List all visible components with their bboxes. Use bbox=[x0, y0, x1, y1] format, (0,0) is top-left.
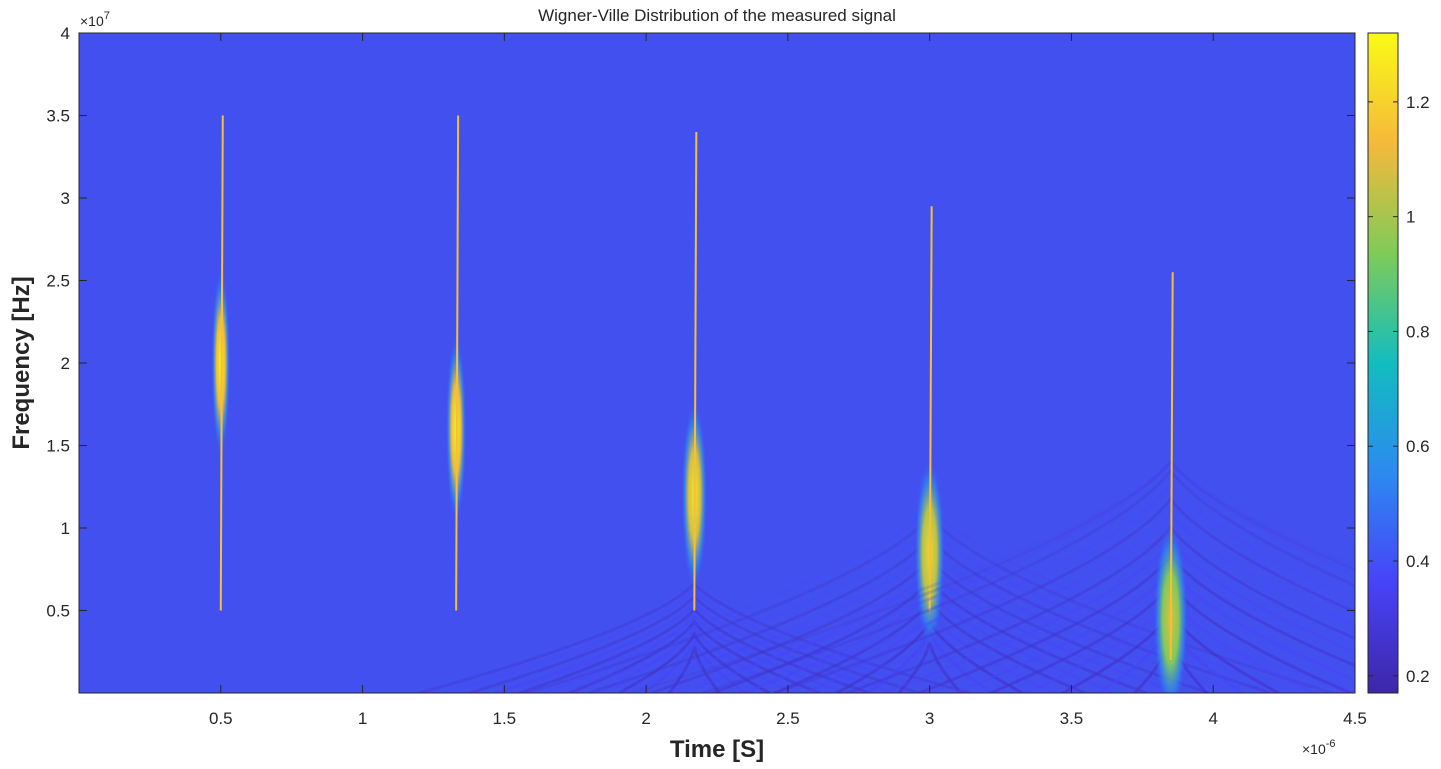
fringe-arc bbox=[630, 459, 1355, 693]
x-tick-label: 1.5 bbox=[493, 709, 517, 728]
colorbar-gradient bbox=[1367, 32, 1399, 694]
x-axis-exponent: ×10-6 bbox=[1302, 738, 1336, 757]
y-tick-label: 1.5 bbox=[46, 437, 70, 456]
x-tick-label: 0.5 bbox=[209, 709, 233, 728]
instantaneous-frequency-ridge bbox=[455, 115, 460, 611]
y-tick-label: 2.5 bbox=[46, 272, 70, 291]
x-axis-label: Time [S] bbox=[670, 736, 764, 763]
colorbar-tick-label: 0.4 bbox=[1406, 552, 1430, 571]
colorbar-tick-label: 0.2 bbox=[1406, 667, 1430, 686]
x-tick-label: 1 bbox=[358, 709, 367, 728]
fringe-arc bbox=[666, 459, 1355, 693]
x-exponent-power: -6 bbox=[1326, 738, 1336, 750]
pulse-2 bbox=[445, 115, 467, 611]
x-tick-label: 4.5 bbox=[1343, 709, 1367, 728]
colorbar-tick-label: 0.6 bbox=[1406, 437, 1430, 456]
colorbar: 0.2 0.4 0.6 0.8 1 1.2 bbox=[1367, 32, 1430, 694]
y-tick-label: 3.5 bbox=[46, 107, 70, 126]
instantaneous-frequency-ridge bbox=[219, 115, 224, 611]
pulse-5 bbox=[594, 272, 1355, 693]
y-axis-exponent: ×107 bbox=[80, 10, 110, 29]
y-tick-label: 0.5 bbox=[46, 602, 70, 621]
colorbar-ticks: 0.2 0.4 0.6 0.8 1 1.2 bbox=[1368, 93, 1430, 686]
colorbar-tick-label: 1.2 bbox=[1406, 93, 1430, 112]
colorbar-tick-label: 0.8 bbox=[1406, 322, 1430, 341]
instantaneous-frequency-ridge bbox=[928, 206, 933, 611]
y-exponent-power: 7 bbox=[104, 10, 110, 22]
instantaneous-frequency-ridge bbox=[693, 131, 698, 611]
heatmap-layer bbox=[210, 115, 1355, 693]
colorbar-tick-label: 1 bbox=[1406, 208, 1415, 227]
y-tick-label: 1 bbox=[61, 519, 70, 538]
chart-title: Wigner-Ville Distribution of the measure… bbox=[538, 6, 896, 25]
y-tick-label: 2 bbox=[61, 354, 70, 373]
x-tick-label: 2.5 bbox=[776, 709, 800, 728]
x-axis-ticks: 0.5 1 1.5 2 2.5 3 3.5 4 4.5 bbox=[209, 33, 1367, 728]
pulse-1 bbox=[210, 115, 231, 611]
x-tick-label: 4 bbox=[1208, 709, 1217, 728]
y-exponent-base: ×10 bbox=[80, 13, 104, 29]
x-exponent-base: ×10 bbox=[1302, 741, 1326, 757]
y-tick-label: 3 bbox=[61, 189, 70, 208]
instantaneous-frequency-ridge bbox=[1169, 272, 1174, 661]
y-axis-ticks: 0.5 1 1.5 2 2.5 3 3.5 4 bbox=[46, 24, 1355, 621]
plot-area bbox=[78, 32, 1356, 694]
x-tick-label: 3 bbox=[925, 709, 934, 728]
fringe-arc bbox=[594, 459, 1355, 693]
x-tick-label: 2 bbox=[641, 709, 650, 728]
x-tick-label: 3.5 bbox=[1060, 709, 1084, 728]
y-tick-label: 4 bbox=[61, 24, 70, 43]
y-axis-label: Frequency [Hz] bbox=[8, 276, 35, 449]
dark-base-band bbox=[890, 633, 1355, 693]
